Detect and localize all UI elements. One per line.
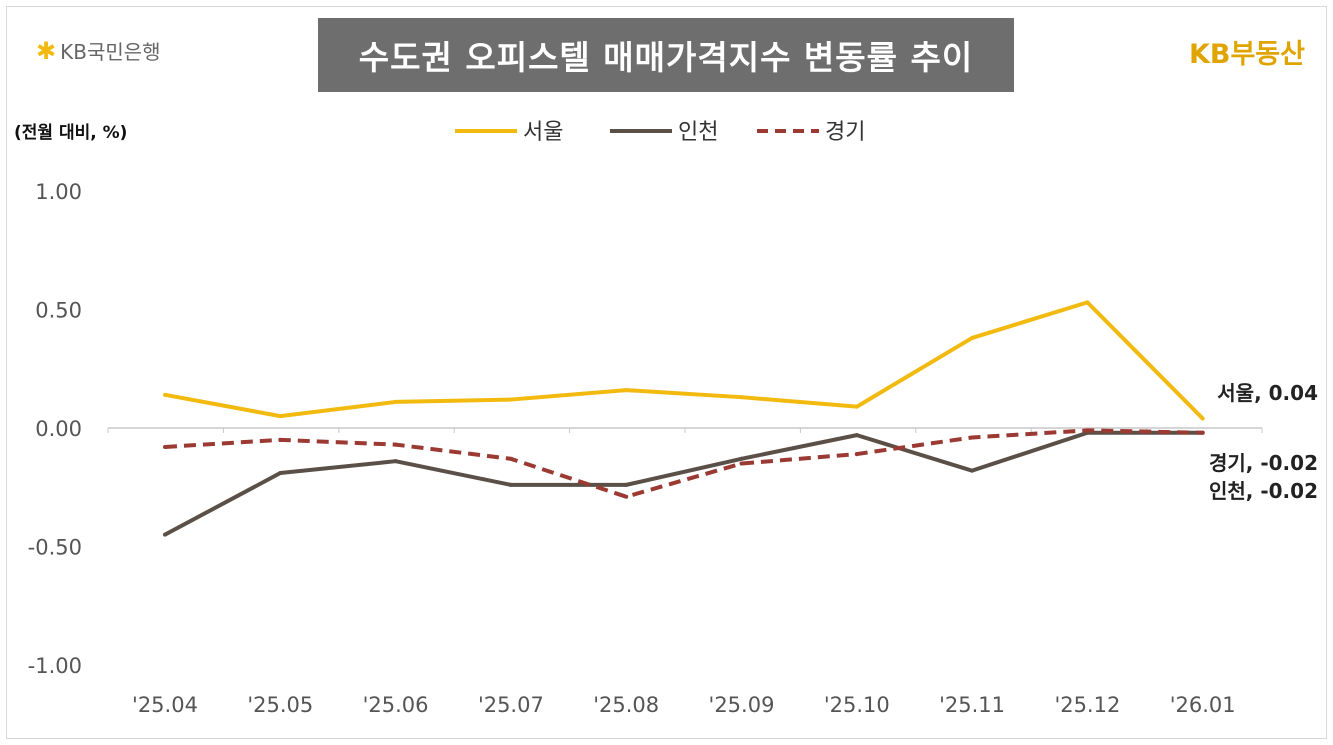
x-tick-label: '25.04	[132, 693, 198, 717]
x-tick-label: '25.06	[363, 693, 429, 717]
x-tick-label: '26.01	[1170, 693, 1236, 717]
data-point-서울	[624, 388, 629, 393]
y-tick-label: 0.50	[35, 299, 82, 323]
data-point-경기	[739, 461, 744, 466]
data-point-경기	[1200, 430, 1205, 435]
data-point-인천	[970, 468, 975, 473]
data-point-서울	[163, 392, 167, 397]
y-tick-label: 1.00	[35, 180, 82, 204]
data-point-인천	[854, 433, 859, 438]
data-point-경기	[278, 437, 283, 442]
x-tick-label: '25.05	[247, 693, 313, 717]
data-point-경기	[854, 452, 859, 457]
kb-star-icon: ✱	[36, 36, 57, 65]
data-point-경기	[1085, 428, 1090, 433]
series-line-경기	[164, 428, 1203, 499]
data-point-서울	[278, 414, 283, 419]
end-data-label: 경기, -0.02	[1209, 451, 1318, 475]
chart-title: 수도권 오피스텔 매매가격지수 변동률 추이	[318, 18, 1014, 92]
legend-label: 경기	[825, 120, 865, 145]
data-point-서울	[1085, 300, 1090, 305]
x-tick-label: '25.09	[709, 693, 775, 717]
data-point-서울	[393, 399, 398, 404]
series-line-서울	[164, 300, 1205, 420]
data-point-경기	[508, 456, 513, 461]
data-point-인천	[624, 482, 629, 487]
data-point-경기	[163, 444, 167, 449]
x-tick-label: '25.10	[824, 693, 890, 717]
chart-frame	[6, 6, 1327, 739]
data-point-인천	[278, 471, 283, 476]
data-point-경기	[624, 494, 629, 499]
data-point-인천	[739, 456, 744, 461]
data-point-서울	[508, 397, 513, 402]
data-point-경기	[393, 442, 398, 447]
legend-label: 서울	[523, 120, 563, 145]
x-tick-label: '25.07	[478, 693, 544, 717]
data-point-서울	[1200, 416, 1205, 421]
data-point-경기	[970, 435, 975, 440]
end-data-label: 서울, 0.04	[1217, 381, 1318, 405]
y-tick-label: -0.50	[28, 536, 82, 560]
kb-bank-logo-text: KB국민은행	[60, 40, 161, 64]
y-axis-unit: (전월 대비, %)	[14, 123, 128, 143]
y-tick-label: 0.00	[35, 417, 82, 441]
data-point-인천	[508, 482, 513, 487]
legend-label: 인천	[678, 120, 718, 145]
data-point-서울	[970, 335, 975, 340]
x-tick-label: '25.08	[593, 693, 659, 717]
data-point-인천	[163, 532, 167, 537]
data-point-인천	[393, 459, 398, 464]
kb-realestate-logo: KB부동산	[1188, 39, 1305, 70]
x-tick-label: '25.12	[1054, 693, 1120, 717]
data-point-서울	[854, 404, 859, 409]
kb-bank-logo: ✱ KB국민은행	[36, 36, 161, 65]
y-tick-label: -1.00	[28, 654, 82, 678]
data-point-서울	[739, 395, 744, 400]
x-tick-label: '25.11	[939, 693, 1005, 717]
end-data-label: 인천, -0.02	[1209, 479, 1318, 503]
series-line-인천	[164, 430, 1203, 537]
